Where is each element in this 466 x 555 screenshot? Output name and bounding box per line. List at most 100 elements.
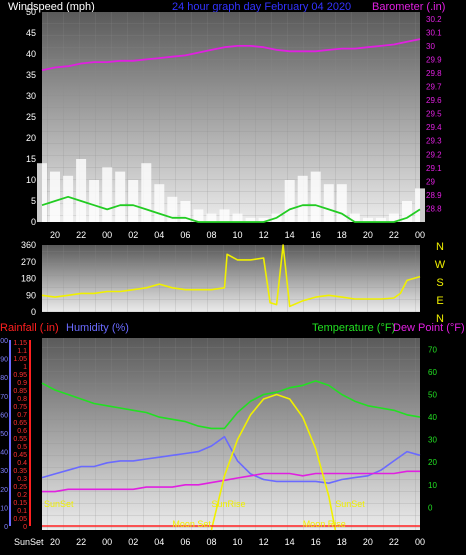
wind-gust-bar: [102, 167, 113, 222]
wind-gust-bar: [415, 188, 425, 222]
barometer-y-tick: 29.2: [426, 150, 442, 159]
temperature-y-tick: 10: [428, 481, 437, 490]
wind-gust-bar: [63, 175, 74, 222]
rainfall-y-tick: 0.6: [17, 428, 27, 435]
rainfall-y-tick: 0.05: [13, 516, 27, 523]
barometer-y-tick: 29.9: [426, 55, 442, 64]
direction-y-tick: 360: [21, 240, 36, 250]
wind-x-tick: 00: [415, 230, 425, 240]
rainfall-y-tick: 0.15: [13, 500, 27, 507]
barometer-axis-title: Barometer (.in): [372, 1, 445, 13]
moon-annotation: Moon Set: [172, 519, 211, 529]
wind-y-ticks: 0 5 10 15 20 25 30 35 40 45 50: [26, 7, 36, 227]
temp-x-tick: 12: [259, 537, 269, 547]
wind-gust-bar: [402, 201, 412, 222]
wind-lines: [41, 38, 421, 223]
humidity-y-tick: 100: [0, 338, 8, 345]
wind-average-line: [41, 195, 421, 223]
barometer-y-tick: 28.8: [426, 204, 442, 213]
direction-lines: [41, 244, 421, 308]
compass-label: S: [436, 277, 443, 289]
temperature-y-tick: 60: [428, 368, 437, 377]
wind-gust-bar: [375, 217, 386, 222]
wind-gust-bar: [349, 213, 360, 222]
humidity-y-tick: 20: [0, 487, 8, 494]
barometer-y-tick: 29.6: [426, 96, 442, 105]
wind-x-tick: 12: [259, 230, 269, 240]
barometer-y-tick: 29.4: [426, 123, 442, 132]
sun-moon-annotations: SunSet SunRise SunSet Moon Set Moon Rise: [44, 499, 365, 529]
barometer-y-tick: 30.1: [426, 28, 442, 37]
wind-gust-bar: [89, 180, 100, 222]
wind-x-tick: 10: [233, 230, 243, 240]
temp-x-tick: 00: [415, 537, 425, 547]
wind-gust-bar: [323, 184, 334, 222]
sun-annotation: SunRise: [211, 499, 245, 509]
wind-x-tick: 02: [128, 230, 138, 240]
wind-x-tick: 00: [102, 230, 112, 240]
humidity-y-tick: 10: [0, 505, 8, 512]
rainfall-y-tick: 0.7: [17, 412, 27, 419]
temperature-axis-title: Temperature (°F): [312, 322, 395, 334]
wind-x-tick: 20: [50, 230, 60, 240]
humidity-axis-title: Humidity (%): [66, 322, 129, 334]
humidity-y-tick: 60: [0, 412, 8, 419]
wind-gust-bar: [141, 163, 152, 222]
wind-y-tick: 45: [26, 28, 36, 38]
rainfall-y-tick: 1.05: [13, 356, 27, 363]
humidity-y-tick: 70: [0, 394, 8, 401]
temp-x-tick: 16: [311, 537, 321, 547]
wind-y-tick: 5: [31, 196, 36, 206]
wind-y-tick: 0: [31, 217, 36, 227]
direction-y-tick: 180: [21, 274, 36, 284]
wind-gust-bar: [167, 196, 178, 222]
rainfall-y-tick: 0: [23, 524, 27, 531]
wind-y-tick: 25: [26, 112, 36, 122]
temp-x-tick: 14: [285, 537, 295, 547]
wind-gust-bar: [336, 184, 347, 222]
barometer-y-tick: 29.3: [426, 137, 442, 146]
humidity-y-tick: 30: [0, 468, 8, 475]
wind-x-tick: 22: [76, 230, 86, 240]
barometer-y-tick: 29.7: [426, 83, 442, 92]
wind-x-tick: 22: [389, 230, 399, 240]
dewpoint-axis-title: Dew Point (°F): [393, 322, 465, 334]
humidity-line: [41, 435, 421, 485]
wind-gust-bar: [388, 213, 399, 222]
wind-gust-bar: [258, 217, 269, 222]
wind-gust-bar: [50, 171, 60, 222]
wind-y-tick: 30: [26, 91, 36, 101]
wind-gust-bar: [206, 213, 217, 222]
wind-y-tick: 40: [26, 49, 36, 59]
rainfall-y-tick: 1.15: [13, 340, 27, 347]
direction-panel-grid: [42, 245, 420, 312]
temp-x-ticks: SunSet 20 22 00 02 04 06 08 10 12 14 16 18 20 22 00: [14, 537, 425, 547]
rainfall-axis-title: Rainfall (.in): [0, 322, 59, 334]
wind-gust-bar: [310, 171, 321, 222]
temperature-y-tick: 50: [428, 390, 437, 399]
wind-gust-bar: [180, 201, 191, 222]
wind-x-tick: 20: [363, 230, 373, 240]
wind-gust-bar: [154, 184, 165, 222]
direction-y-tick: 270: [21, 257, 36, 267]
wind-gust-bar: [128, 180, 139, 222]
rainfall-y-tick: 0.55: [13, 436, 27, 443]
humidity-y-tick: 80: [0, 375, 8, 382]
rainfall-y-tick: 0.5: [17, 444, 27, 451]
humidity-y-tick: 90: [0, 357, 8, 364]
temp-x-tick: 22: [389, 537, 399, 547]
temp-x-tick: 22: [76, 537, 86, 547]
wind-y-tick: 35: [26, 70, 36, 80]
barometer-y-tick: 30: [426, 42, 435, 51]
compass-label: W: [435, 259, 446, 271]
humidity-y-tick: 50: [0, 431, 8, 438]
compass-label: N: [436, 313, 444, 325]
sun-annotation: SunSet: [335, 499, 365, 509]
wind-x-ticks: 20 22 00 02 04 06 08 10 12 14 16 18 20 22 00: [50, 230, 425, 240]
humidity-y-tick: 40: [0, 450, 8, 457]
temperature-y-tick: 70: [428, 345, 437, 354]
